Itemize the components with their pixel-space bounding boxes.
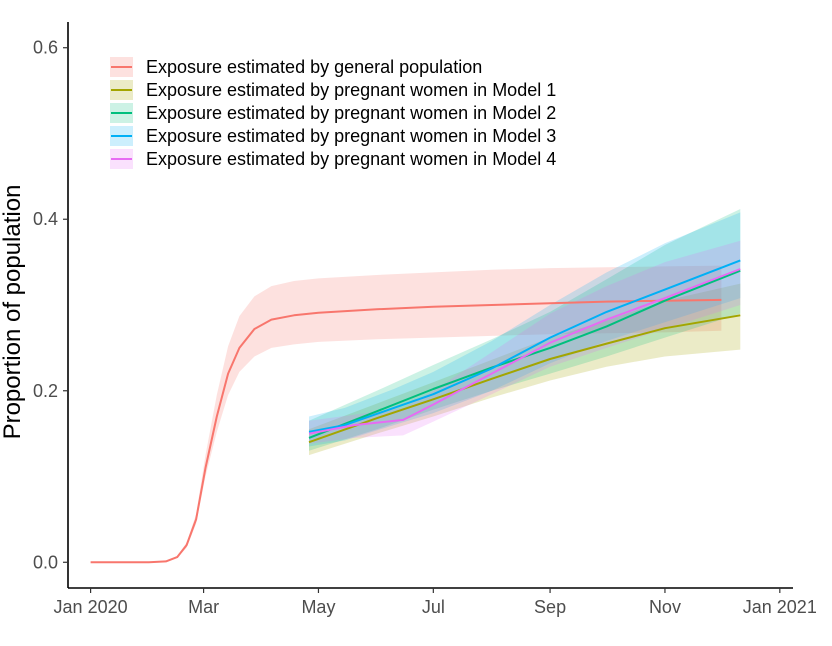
series-4-band <box>309 212 741 447</box>
x-tick-label: Nov <box>649 597 681 617</box>
legend: Exposure estimated by general population… <box>110 57 556 169</box>
legend-item: Exposure estimated by pregnant women in … <box>110 103 556 123</box>
series-1-band <box>90 265 722 563</box>
y-tick-label: 0.4 <box>33 209 58 229</box>
series-2-line <box>308 314 741 444</box>
y-axis-title: Proportion of population <box>0 185 26 440</box>
y-ticks: 0.0 0.2 0.4 0.6 <box>33 38 68 572</box>
series-3-band <box>309 209 741 451</box>
x-tick-label: May <box>301 597 335 617</box>
series-1-line <box>90 298 722 564</box>
y-tick-label: 0.0 <box>33 552 58 572</box>
x-tick-label: Jan 2020 <box>54 597 128 617</box>
x-tick-label: Jul <box>422 597 445 617</box>
legend-label: Exposure estimated by pregnant women in … <box>146 80 556 100</box>
x-tick-label: Sep <box>534 597 566 617</box>
y-tick-label: 0.6 <box>33 38 58 58</box>
x-tick-label: Jan 2021 <box>743 597 817 617</box>
legend-item: Exposure estimated by general population <box>110 57 482 77</box>
axes: 0.00.20.40.6 Jan 2020 Mar May Jul Sep Nov Jan … <box>33 22 817 617</box>
legend-item: Exposure estimated by pregnant women in … <box>110 149 556 169</box>
legend-label: Exposure estimated by pregnant women in … <box>146 126 556 146</box>
legend-item: Exposure estimated by pregnant women in … <box>110 126 556 146</box>
legend-label: Exposure estimated by pregnant women in … <box>146 103 556 123</box>
confidence-bands <box>90 209 741 563</box>
x-tick-label: Mar <box>188 597 219 617</box>
series-4-line <box>308 259 741 433</box>
legend-label: Exposure estimated by general population <box>146 57 482 77</box>
legend-item: Exposure estimated by pregnant women in … <box>110 80 556 100</box>
series-5-line <box>308 268 741 435</box>
y-tick-label: 0.2 <box>33 381 58 401</box>
x-ticks: Jan 2020 Mar May Jul Sep Nov Jan 2021 <box>54 588 817 617</box>
legend-label: Exposure estimated by pregnant women in … <box>146 149 556 169</box>
series-lines <box>90 259 741 564</box>
series-5-band <box>309 240 741 444</box>
